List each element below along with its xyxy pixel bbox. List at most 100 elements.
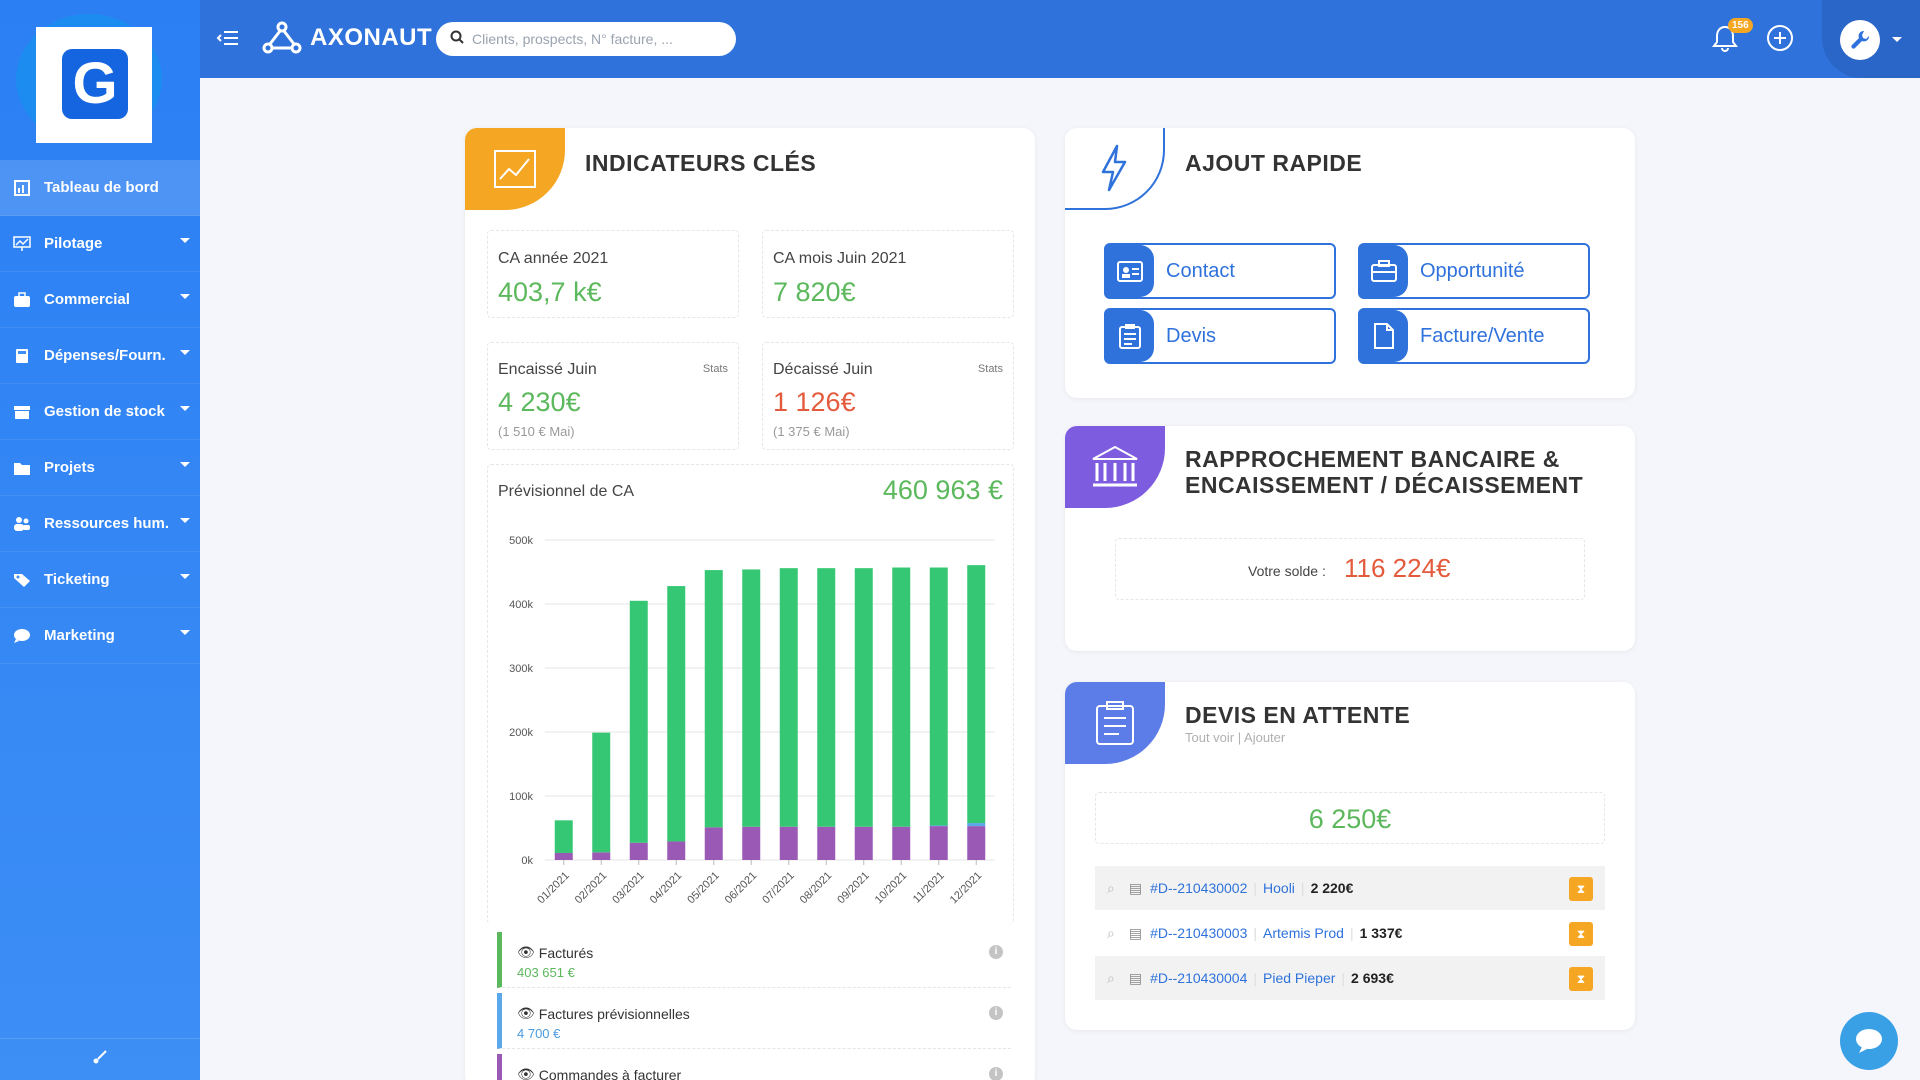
see-all-link[interactable]: Tout voir — [1185, 730, 1235, 745]
users-icon — [12, 516, 32, 532]
bar-segment — [592, 852, 611, 860]
button-label: Devis — [1166, 324, 1217, 347]
sidebar-item-pilotage[interactable]: Pilotage — [0, 216, 200, 272]
trend-chart-icon — [494, 150, 536, 188]
zoom-icon[interactable]: ⌕ — [1107, 924, 1115, 941]
bar-segment — [704, 570, 723, 828]
card-title-line1: RAPPROCHEMENT BANCAIRE & — [1185, 446, 1560, 472]
sidebar: G Tableau de bord Pilotage Commercial Dé… — [0, 0, 200, 1080]
hourglass-icon[interactable]: ⧗ — [1569, 877, 1593, 901]
document-icon — [1360, 310, 1408, 362]
bar-segment — [554, 852, 573, 860]
clipboard-list-icon — [1096, 701, 1134, 745]
sidebar-item-rh[interactable]: Ressources hum. — [0, 496, 200, 552]
search-input[interactable] — [472, 31, 722, 47]
sidebar-item-projets[interactable]: Projets — [0, 440, 200, 496]
chevron-down-icon — [180, 238, 190, 243]
sidebar-item-label: Dépenses/Fourn. — [44, 347, 166, 364]
sidebar-item-commercial[interactable]: Commercial — [0, 272, 200, 328]
info-icon[interactable]: i — [989, 1006, 1003, 1020]
sidebar-item-ticketing[interactable]: Ticketing — [0, 552, 200, 608]
encaisse-stats-link[interactable]: Stats — [702, 363, 728, 375]
quote-client[interactable]: Pied Pieper — [1263, 970, 1336, 986]
add-quote-link[interactable]: Ajouter — [1244, 730, 1286, 745]
balance-box: Votre solde : 116 224€ — [1115, 538, 1585, 600]
chat-support-button[interactable] — [1840, 1012, 1898, 1070]
quote-ref[interactable]: #D--210430002 — [1150, 880, 1248, 896]
decaisse-sub: (1 375 € Mai) — [773, 424, 850, 439]
quote-ref[interactable]: #D--210430003 — [1150, 925, 1248, 941]
x-tick-label: 09/2021 — [835, 870, 872, 907]
sidebar-item-label: Projets — [44, 459, 95, 476]
legend-commandes: 👁 Commandes à facturer i — [497, 1054, 1011, 1080]
quote-client[interactable]: Hooli — [1263, 880, 1295, 896]
brand[interactable]: AXONAUT — [262, 18, 432, 58]
zoom-icon[interactable]: ⌕ — [1107, 879, 1115, 896]
notifications-bell-icon[interactable]: 156 — [1712, 18, 1753, 54]
forecast-bar-chart: 0k 100k 200k 300k 400k 500k 01/2021 02/2021 03/2… — [509, 535, 995, 907]
company-logo[interactable]: G — [0, 0, 200, 158]
bar-segment — [742, 826, 761, 860]
hourglass-icon[interactable]: ⧗ — [1569, 922, 1593, 946]
x-tick-label: 05/2021 — [685, 870, 722, 907]
clipboard-icon — [1106, 310, 1154, 362]
bar-segment — [742, 569, 761, 827]
decaisse-stats-link[interactable]: Stats — [977, 363, 1003, 375]
sidebar-item-label: Tableau de bord — [44, 179, 159, 196]
legend-item-name: 👁 Factures prévisionnelles — [517, 1005, 690, 1022]
clipboard-icon: ▤ — [1128, 924, 1143, 941]
add-invoice-button[interactable]: Facture/Vente — [1358, 308, 1590, 364]
quote-client[interactable]: Artemis Prod — [1263, 925, 1344, 941]
bar-segment — [929, 825, 948, 827]
bar-segment — [817, 826, 836, 860]
chevron-down-icon[interactable] — [1892, 37, 1902, 42]
clipboard-icon: ▤ — [1128, 969, 1143, 986]
calculator-icon — [12, 348, 32, 364]
x-tick-label: 08/2021 — [798, 870, 835, 907]
add-opportunity-button[interactable]: Opportunité — [1358, 243, 1590, 299]
tools-menu[interactable] — [1822, 0, 1920, 78]
sidebar-item-tableau-de-bord[interactable]: Tableau de bord — [0, 160, 200, 216]
menu-collapse-icon[interactable] — [216, 28, 240, 48]
info-icon[interactable]: i — [989, 945, 1003, 959]
info-icon[interactable]: i — [989, 1067, 1003, 1080]
sidebar-item-depenses[interactable]: Dépenses/Fourn. — [0, 328, 200, 384]
search-bar[interactable] — [436, 22, 736, 56]
sidebar-item-stock[interactable]: Gestion de stock — [0, 384, 200, 440]
quote-amount: 2 693€ — [1351, 970, 1394, 986]
encaisse-label: Encaissé Juin — [498, 361, 597, 378]
quote-amount: 2 220€ — [1310, 880, 1354, 896]
bar-segment — [629, 600, 648, 843]
balance-value: 116 224€ — [1344, 553, 1451, 583]
button-label: Contact — [1166, 259, 1235, 282]
quote-row[interactable]: ⌕ ▤ #D--210430003 | Artemis Prod | 1 337… — [1095, 911, 1605, 955]
ca-month-box: CA mois Juin 2021 7 820€ — [762, 230, 1014, 318]
add-devis-button[interactable]: Devis — [1104, 308, 1336, 364]
sidebar-item-label: Gestion de stock — [44, 403, 165, 420]
sidebar-nav: Tableau de bord Pilotage Commercial Dépe… — [0, 160, 200, 664]
sidebar-item-label: Ressources hum. — [44, 515, 170, 532]
hourglass-icon[interactable]: ⧗ — [1569, 967, 1593, 991]
y-tick-label: 100k — [509, 791, 533, 803]
add-circle-icon[interactable] — [1766, 24, 1796, 54]
quote-row[interactable]: ⌕ ▤ #D--210430002 | Hooli | 2 220€ ⧗ — [1095, 866, 1605, 910]
quote-ref[interactable]: #D--210430004 — [1150, 970, 1248, 986]
zoom-icon[interactable]: ⌕ — [1107, 969, 1115, 986]
sidebar-item-marketing[interactable]: Marketing — [0, 608, 200, 664]
card-title: DEVIS EN ATTENTE — [1185, 702, 1411, 728]
brush-icon[interactable] — [92, 1049, 108, 1070]
wrench-icon[interactable] — [1840, 20, 1880, 60]
bank-corner — [1065, 426, 1165, 508]
sidebar-item-label: Commercial — [44, 291, 130, 308]
quote-row[interactable]: ⌕ ▤ #D--210430004 | Pied Pieper | 2 693€… — [1095, 956, 1605, 1000]
add-contact-button[interactable]: Contact — [1104, 243, 1336, 299]
bar-segment — [892, 826, 911, 860]
bar-segment — [667, 841, 686, 860]
sidebar-item-label: Pilotage — [44, 235, 103, 252]
bar-segment — [967, 565, 986, 824]
y-tick-label: 400k — [509, 599, 533, 611]
bar-segment — [779, 826, 798, 860]
eye-icon: 👁 — [517, 1066, 535, 1080]
briefcase-icon — [1360, 245, 1408, 297]
bar-segment — [967, 823, 986, 827]
